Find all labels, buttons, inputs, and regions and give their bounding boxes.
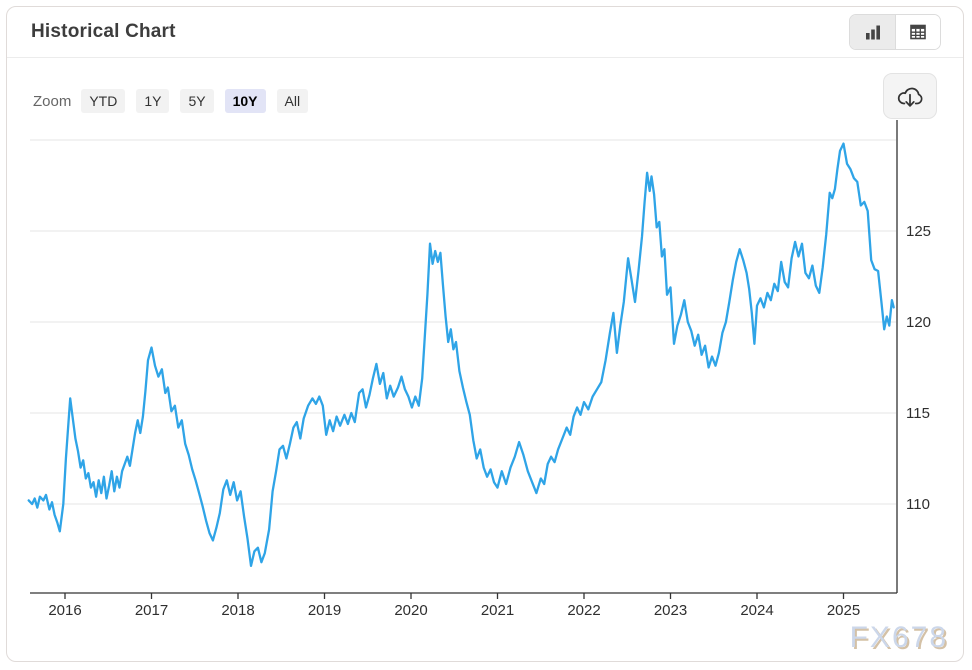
table-view-button[interactable] [895,15,940,49]
zoom-label: Zoom [33,92,72,110]
zoom-option-10y[interactable]: 10Y [224,89,266,113]
page-title: Historical Chart [31,21,176,42]
zoom-range-selector: Zoom YTD 1Y 5Y 10Y All [33,89,319,113]
zoom-option-5y[interactable]: 5Y [180,89,214,113]
card-header: Historical Chart [7,7,963,58]
zoom-option-1y[interactable]: 1Y [136,89,170,113]
cloud-download-icon [897,87,923,107]
fx678-watermark: FX678 [849,621,948,654]
zoom-buttons: YTD 1Y 5Y 10Y All [81,89,319,113]
view-toggle-group [849,14,941,50]
bar-chart-icon [865,25,880,40]
zoom-option-all[interactable]: All [276,89,309,113]
table-icon [910,24,926,40]
historical-chart-card: Historical Chart [6,6,964,662]
zoom-option-ytd[interactable]: YTD [81,89,126,113]
chart-view-button[interactable] [850,15,895,49]
download-button[interactable] [883,73,937,119]
